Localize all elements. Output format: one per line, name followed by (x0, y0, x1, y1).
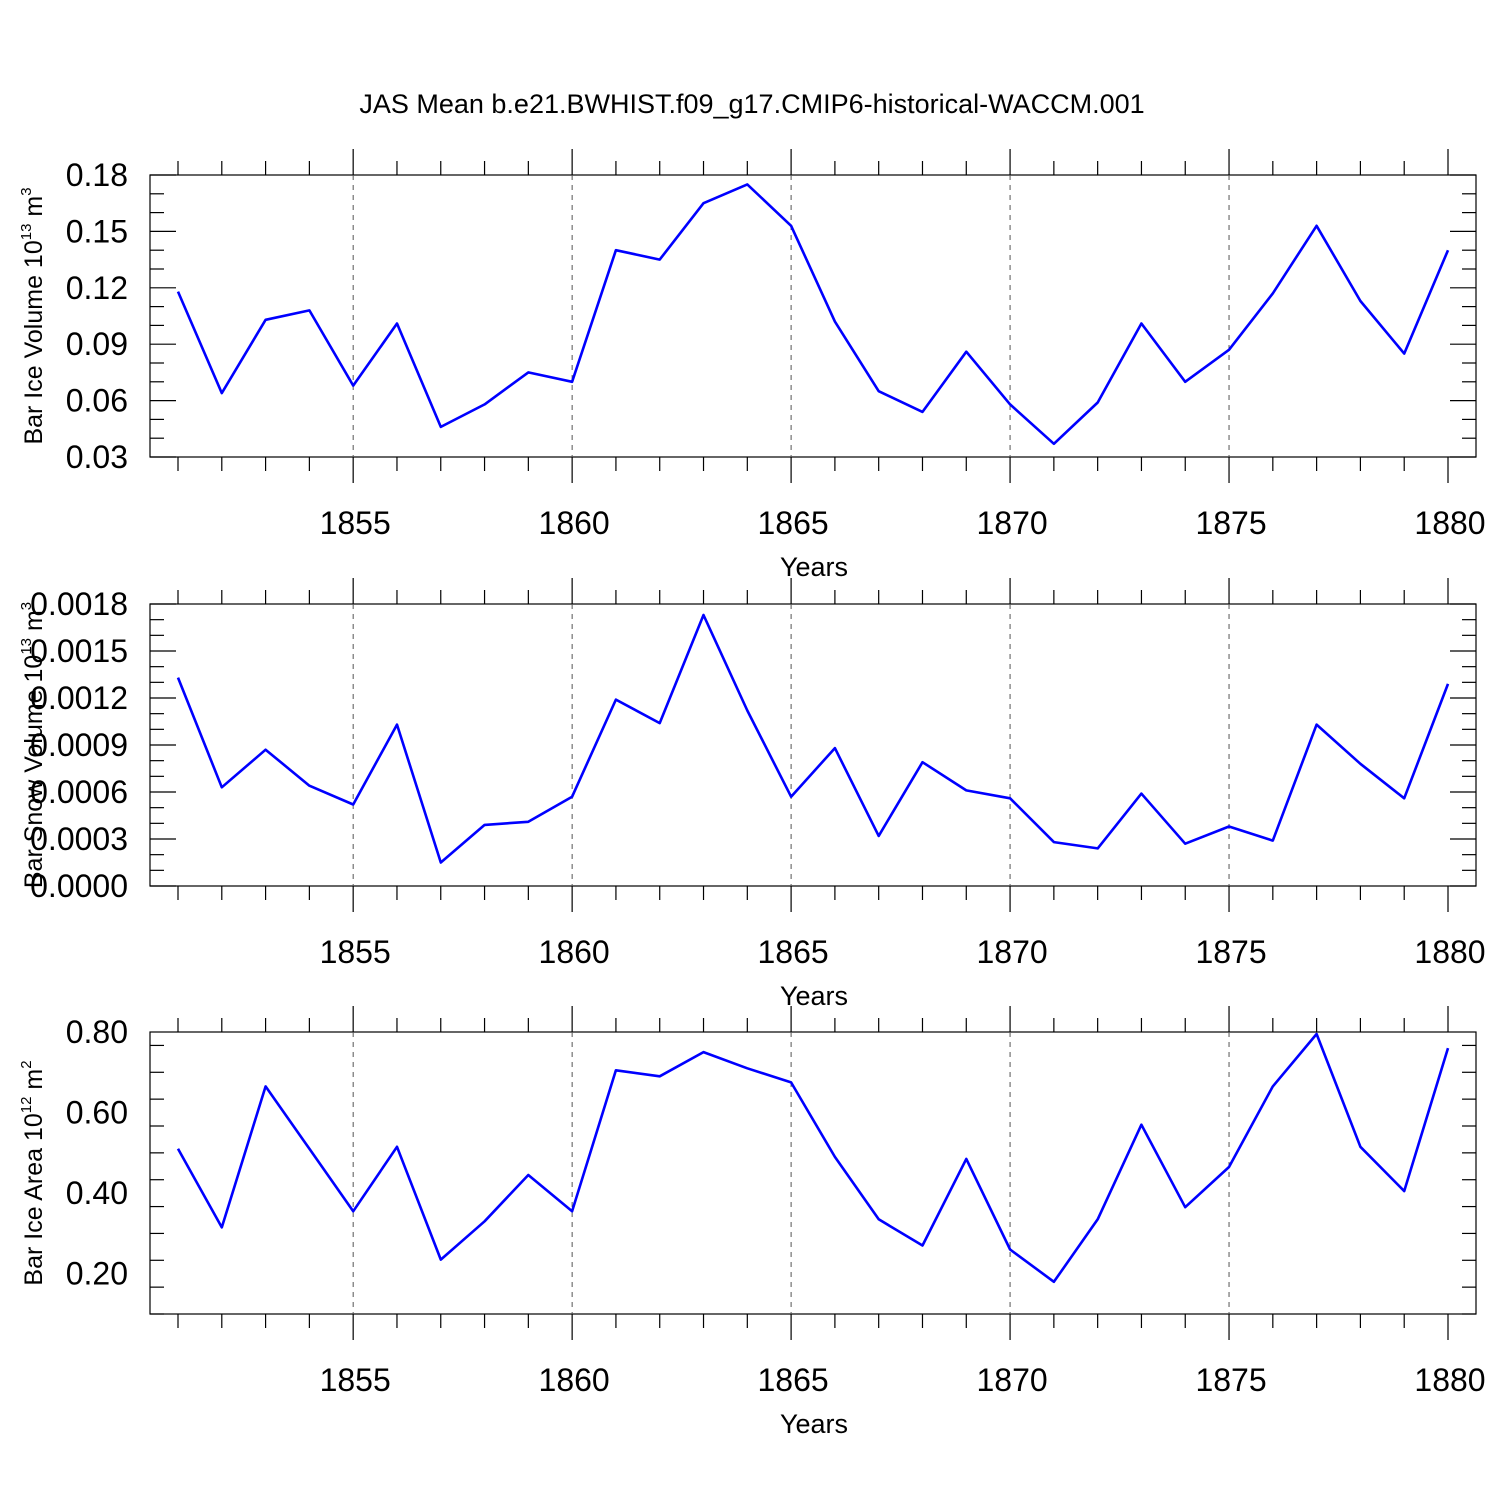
x-tick-label: 1855 (320, 1362, 391, 1398)
panel-3: 0.20 0.40 0.60 0.80 1855 1860 1865 1870 1875 1880… (18, 1006, 1486, 1439)
chart-panels: 0.03 0.06 0.09 0.12 0.15 0.18 1855 1860 1865 1870… (18, 149, 1486, 1439)
panel-1: 0.03 0.06 0.09 0.12 0.15 0.18 1855 1860 1865 1870… (18, 149, 1486, 582)
panel-2: 0.0000 0.0003 0.0006 0.0009 0.0012 0.0015 0.00… (18, 578, 1486, 1011)
y-tick-label: 0.0012 (30, 680, 128, 716)
y-tick-label: 0.0015 (30, 633, 128, 669)
x-tick-label: 1870 (976, 505, 1047, 541)
y-tick-label: 0.60 (66, 1095, 128, 1131)
x-tick-label: 1855 (320, 934, 391, 970)
y-tick-label: 0.12 (66, 270, 128, 306)
y-tick-label: 0.0000 (30, 868, 128, 904)
y-tick-label: 0.80 (66, 1014, 128, 1050)
x-tick-label: 1860 (539, 505, 610, 541)
series-line (176, 613, 1450, 864)
y-tick-label: 0.06 (66, 383, 128, 419)
series-line (176, 1032, 1450, 1284)
x-tick-label: 1870 (976, 934, 1047, 970)
x-axis-label: Years (780, 981, 848, 1011)
y-tick-label: 0.0009 (30, 727, 128, 763)
y-tick-label: 0.40 (66, 1175, 128, 1211)
x-tick-label: 1875 (1195, 505, 1266, 541)
y-tick-label: 0.15 (66, 213, 128, 249)
y-tick-label: 0.20 (66, 1256, 128, 1292)
x-tick-label: 1865 (758, 505, 829, 541)
y-tick-label: 0.0006 (30, 774, 128, 810)
chart-title: JAS Mean b.e21.BWHIST.f09_g17.CMIP6-hist… (359, 89, 1144, 119)
x-tick-label: 1875 (1195, 934, 1266, 970)
x-tick-label: 1870 (976, 1362, 1047, 1398)
x-tick-label: 1865 (758, 1362, 829, 1398)
x-tick-label: 1880 (1414, 1362, 1485, 1398)
y-tick-label: 0.09 (66, 326, 128, 362)
y-axis-label: Bar Snow Volume 1013 m3 (18, 602, 48, 888)
y-axis-label: Bar Ice Volume 1013 m3 (18, 187, 48, 444)
y-tick-label: 0.0003 (30, 821, 128, 857)
x-tick-label: 1855 (320, 505, 391, 541)
y-axis-label: Bar Ice Area 1012 m2 (18, 1060, 48, 1285)
y-tick-label: 0.0018 (30, 586, 128, 622)
x-axis-label: Years (780, 1409, 848, 1439)
plot-frame (149, 603, 1477, 887)
x-tick-label: 1865 (758, 934, 829, 970)
x-tick-label: 1860 (539, 1362, 610, 1398)
x-axis-label: Years (780, 552, 848, 582)
y-tick-label: 0.18 (66, 157, 128, 193)
x-tick-label: 1860 (539, 934, 610, 970)
series-line (176, 183, 1450, 446)
plot-frame (149, 174, 1477, 458)
plot-frame (149, 1031, 1477, 1315)
x-tick-label: 1875 (1195, 1362, 1266, 1398)
x-tick-label: 1880 (1414, 505, 1485, 541)
x-tick-label: 1880 (1414, 934, 1485, 970)
y-tick-label: 0.03 (66, 439, 128, 475)
